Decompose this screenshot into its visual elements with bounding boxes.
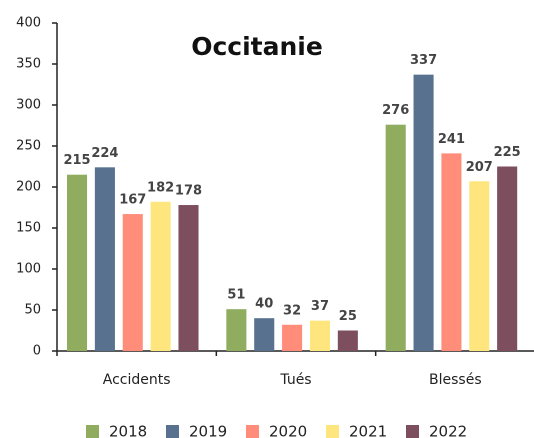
bar bbox=[150, 201, 171, 351]
bar bbox=[337, 330, 358, 351]
y-tick-label: 200 bbox=[16, 180, 41, 195]
value-label: 337 bbox=[410, 53, 437, 68]
value-label: 225 bbox=[494, 145, 521, 160]
value-label: 167 bbox=[119, 193, 146, 208]
y-tick-label: 50 bbox=[24, 303, 41, 318]
y-tick-label: 100 bbox=[16, 262, 41, 277]
value-label: 37 bbox=[311, 299, 329, 314]
bar bbox=[413, 74, 434, 351]
bar bbox=[385, 124, 406, 352]
bar bbox=[309, 320, 330, 351]
y-tick-label: 400 bbox=[16, 16, 41, 31]
value-label: 51 bbox=[227, 288, 245, 303]
x-tick-label: Blessés bbox=[429, 372, 482, 388]
bar bbox=[469, 181, 490, 351]
bar bbox=[122, 214, 143, 351]
value-label: 25 bbox=[339, 309, 357, 324]
bar bbox=[226, 309, 247, 351]
y-tick-label: 150 bbox=[16, 221, 41, 236]
value-label: 276 bbox=[382, 103, 409, 118]
x-tick-label: Accidents bbox=[103, 372, 171, 388]
legend-label: 2021 bbox=[349, 423, 387, 438]
value-label: 224 bbox=[91, 146, 118, 161]
value-label: 182 bbox=[147, 180, 174, 195]
y-tick-label: 250 bbox=[16, 139, 41, 154]
y-tick-label: 300 bbox=[16, 98, 41, 113]
legend-label: 2018 bbox=[109, 423, 147, 438]
y-tick-label: 0 bbox=[33, 344, 41, 359]
bar bbox=[178, 205, 199, 351]
value-label: 32 bbox=[283, 303, 301, 318]
legend-swatch bbox=[86, 425, 99, 438]
value-label: 178 bbox=[175, 184, 202, 199]
value-label: 40 bbox=[255, 297, 273, 312]
bar bbox=[441, 153, 462, 351]
x-tick-label: Tués bbox=[279, 372, 311, 388]
value-label: 207 bbox=[466, 160, 493, 175]
y-tick-label: 350 bbox=[16, 57, 41, 72]
bar bbox=[67, 174, 88, 351]
chart-title: Occitanie bbox=[191, 32, 323, 61]
legend-label: 2019 bbox=[189, 423, 227, 438]
legend-swatch bbox=[166, 425, 179, 438]
value-label: 241 bbox=[438, 132, 465, 147]
legend-swatch bbox=[406, 425, 419, 438]
bar bbox=[282, 324, 303, 351]
legend-swatch bbox=[246, 425, 259, 438]
value-label: 215 bbox=[63, 153, 90, 168]
legend-label: 2020 bbox=[269, 423, 307, 438]
bar bbox=[94, 167, 115, 351]
bar bbox=[254, 318, 275, 351]
legend-swatch bbox=[326, 425, 339, 438]
bar bbox=[497, 166, 518, 351]
legend-label: 2022 bbox=[429, 423, 467, 438]
